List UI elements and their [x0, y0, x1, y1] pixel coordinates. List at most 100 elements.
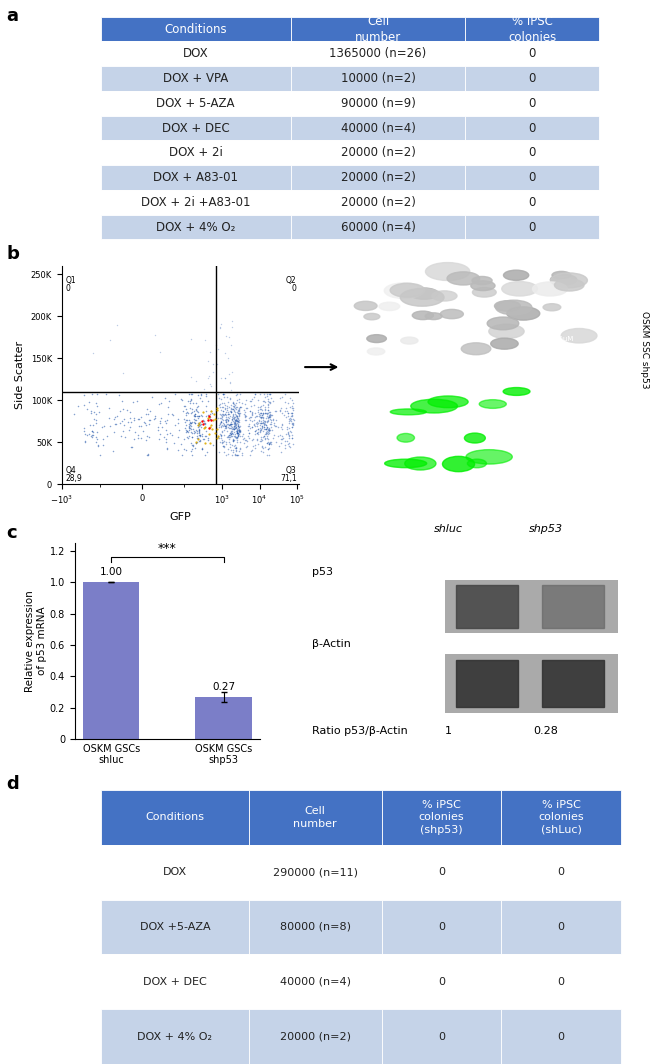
Point — [88, 345, 98, 362]
Point — [261, 405, 272, 422]
Point — [183, 430, 193, 447]
Point — [265, 434, 276, 451]
FancyBboxPatch shape — [382, 789, 501, 845]
Bar — [541, 585, 604, 628]
Point — [235, 422, 245, 439]
Point — [186, 423, 196, 440]
Point — [283, 395, 293, 412]
Point — [196, 415, 207, 432]
Point — [219, 416, 229, 433]
Point — [199, 413, 209, 430]
Point — [173, 442, 183, 459]
Point — [230, 399, 240, 416]
FancyBboxPatch shape — [501, 845, 621, 899]
Point — [216, 398, 227, 415]
Bar — [541, 660, 604, 708]
Point — [92, 397, 103, 414]
Point — [164, 393, 174, 410]
Point — [183, 404, 194, 421]
Circle shape — [495, 301, 521, 311]
Text: 20000 (n=2): 20000 (n=2) — [341, 171, 415, 184]
Point — [205, 402, 216, 419]
FancyBboxPatch shape — [249, 845, 382, 899]
Point — [219, 421, 229, 438]
FancyBboxPatch shape — [465, 17, 599, 41]
Point — [193, 418, 203, 435]
FancyBboxPatch shape — [501, 899, 621, 954]
FancyBboxPatch shape — [249, 1009, 382, 1064]
Point — [185, 442, 196, 459]
Point — [94, 437, 104, 454]
Point — [150, 408, 160, 425]
Point — [256, 397, 266, 414]
Point — [218, 385, 228, 402]
Point — [205, 405, 215, 422]
Point — [201, 387, 211, 404]
Point — [200, 418, 210, 435]
FancyBboxPatch shape — [382, 954, 501, 1009]
Point — [221, 417, 231, 434]
Point — [231, 425, 242, 442]
FancyBboxPatch shape — [465, 66, 599, 92]
Point — [239, 405, 249, 422]
Point — [213, 355, 223, 372]
Point — [249, 411, 259, 428]
Point — [213, 418, 224, 435]
Point — [231, 446, 242, 463]
Text: 90000 (n=9): 90000 (n=9) — [341, 97, 415, 110]
FancyBboxPatch shape — [291, 189, 465, 215]
Point — [261, 434, 272, 451]
Point — [230, 415, 240, 432]
Point — [247, 442, 257, 459]
Point — [280, 403, 291, 420]
Point — [258, 385, 268, 402]
Point — [220, 418, 230, 435]
Point — [187, 417, 197, 434]
Point — [253, 403, 263, 420]
Point — [224, 433, 235, 450]
Point — [227, 422, 237, 439]
Point — [240, 404, 250, 421]
Point — [87, 385, 98, 402]
Point — [226, 426, 236, 443]
Point — [252, 418, 263, 435]
Point — [176, 435, 187, 452]
Point — [263, 440, 274, 458]
Point — [254, 400, 265, 417]
Text: 0: 0 — [558, 922, 564, 932]
Point — [247, 418, 257, 435]
Text: 0: 0 — [438, 867, 445, 877]
Point — [265, 406, 276, 423]
FancyBboxPatch shape — [101, 954, 249, 1009]
Point — [125, 438, 136, 455]
Point — [229, 419, 240, 436]
Point — [264, 420, 274, 437]
Text: 0: 0 — [528, 72, 536, 85]
Point — [87, 428, 98, 445]
Point — [198, 431, 209, 448]
Point — [234, 408, 244, 425]
Point — [161, 412, 172, 429]
Point — [253, 435, 263, 452]
Point — [282, 418, 293, 435]
Point — [91, 429, 101, 446]
Point — [215, 399, 226, 416]
Point — [263, 405, 273, 422]
Point — [202, 412, 213, 429]
Point — [256, 415, 266, 432]
Point — [220, 404, 231, 421]
Point — [85, 416, 96, 433]
Point — [260, 415, 270, 432]
Point — [185, 395, 195, 412]
Point — [240, 406, 250, 423]
Point — [229, 445, 240, 462]
Point — [259, 388, 270, 405]
Point — [133, 411, 144, 428]
Point — [212, 421, 222, 438]
Point — [233, 404, 244, 421]
Point — [222, 411, 233, 428]
Point — [276, 418, 287, 435]
Point — [162, 440, 172, 458]
Bar — [540, 469, 586, 475]
Point — [259, 415, 269, 432]
